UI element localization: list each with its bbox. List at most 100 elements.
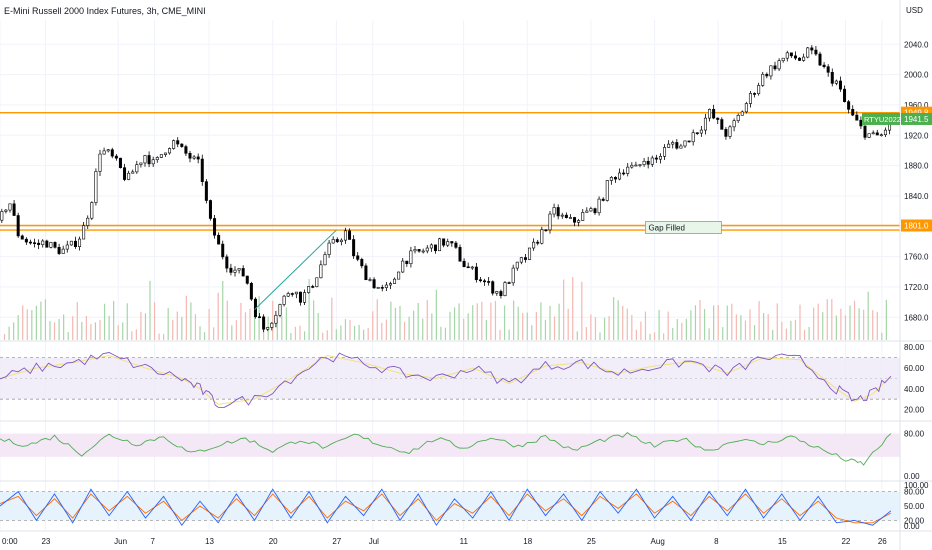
volume-bar <box>490 302 492 340</box>
volume-bar <box>363 329 365 340</box>
annotation-box[interactable] <box>645 221 722 234</box>
volume-bar <box>272 300 274 340</box>
candle-body <box>724 129 728 137</box>
gap-annotation[interactable]: Gap Filled <box>645 221 722 234</box>
volume-bar <box>581 281 583 340</box>
volume-bar <box>485 320 487 340</box>
volume-bar <box>481 301 483 340</box>
volume-bar <box>213 327 215 340</box>
candle-body <box>176 140 180 145</box>
candle-body <box>37 242 41 245</box>
volume-bar <box>440 326 442 340</box>
volume-bar <box>390 301 392 340</box>
candle-body <box>270 322 274 328</box>
stoch-tick-label: 80.00 <box>904 488 925 497</box>
candle-body <box>732 120 736 128</box>
indicator-pane[interactable] <box>0 432 900 466</box>
volume-bar <box>217 292 219 340</box>
volume-bar <box>285 307 287 340</box>
volume-bar <box>367 328 369 340</box>
candle-body <box>568 217 572 219</box>
candle-body <box>429 244 433 249</box>
volume-bar <box>81 321 83 340</box>
candle-body <box>826 66 830 73</box>
volume-bar <box>585 327 587 340</box>
volume-bar <box>549 305 551 340</box>
volume-bar <box>185 295 187 340</box>
candle-body <box>298 291 302 303</box>
candle-body <box>781 57 785 62</box>
candle-body <box>728 126 732 137</box>
volume-bar <box>144 313 147 340</box>
trendline[interactable] <box>254 229 337 311</box>
candle-body <box>372 279 376 289</box>
volume-bar <box>822 312 824 340</box>
volume-bar <box>503 305 506 340</box>
volume-bar <box>122 322 124 340</box>
candle-body <box>315 277 319 287</box>
volume-bar <box>444 327 447 340</box>
level-tag[interactable] <box>901 219 932 232</box>
volume-bar <box>190 302 192 340</box>
volume-bar <box>235 320 237 340</box>
stochastic-pane[interactable] <box>0 488 900 527</box>
candle-body <box>867 133 871 138</box>
candle-body <box>818 53 822 66</box>
candle-body <box>679 145 683 149</box>
volume-bar <box>126 303 128 340</box>
candle-body <box>159 154 163 158</box>
candle-body <box>188 153 192 159</box>
volume-bar <box>226 300 228 340</box>
candle-body <box>364 265 368 281</box>
price-pane[interactable]: Gap Filled <box>0 45 900 340</box>
time-axis[interactable]: 0:00 23 Jun 7 13 20 27 Jul 11 18 25 Aug 8 15 22 26 <box>2 537 887 546</box>
candle-body <box>114 155 118 159</box>
volume-bar <box>381 322 383 340</box>
horizontal-levels[interactable] <box>0 111 900 231</box>
candle-body <box>663 147 667 157</box>
trendline[interactable] <box>254 229 337 311</box>
volume-bar <box>658 309 660 340</box>
candle-body <box>28 241 32 244</box>
candle-body <box>360 259 364 267</box>
ind-tick-label: 0.00 <box>904 472 920 481</box>
volume-bar <box>403 321 406 340</box>
candle-body <box>487 281 491 283</box>
candle-body <box>789 52 793 57</box>
candle-body <box>822 64 826 68</box>
volume-bar <box>222 281 224 340</box>
candle-body <box>0 211 4 221</box>
candle-body <box>507 282 511 284</box>
last-price-tag[interactable] <box>901 112 932 125</box>
volume-bar <box>67 331 69 340</box>
volume-bar <box>703 309 706 340</box>
volume-bar <box>299 325 301 340</box>
price-tick-label: 1680.0 <box>904 313 929 322</box>
price-tick-label: 1840.0 <box>904 192 929 201</box>
volume-bar <box>281 315 283 340</box>
candle-body <box>785 52 789 59</box>
volume-bar <box>685 318 687 340</box>
price-axis[interactable]: 1680.01720.01760.01800.01840.01880.01920… <box>862 40 932 322</box>
candle-body <box>339 239 343 243</box>
volume-bar <box>326 330 328 340</box>
candle-body <box>798 57 802 61</box>
volume-bar <box>799 304 801 340</box>
candle-body <box>343 230 347 241</box>
volume-bar <box>376 299 378 340</box>
candle-body <box>143 155 147 164</box>
rsi-pane[interactable] <box>0 352 900 408</box>
volume-bar <box>817 303 819 340</box>
stoch-tick-label: 100.00 <box>904 481 929 490</box>
candle-body <box>8 203 12 211</box>
volume-bar <box>276 318 278 340</box>
price-tick-label: 1760.0 <box>904 253 929 262</box>
time-tick-label: 23 <box>41 537 50 546</box>
volume-bar <box>663 333 665 340</box>
price-tick-label: 1920.0 <box>904 131 929 140</box>
symbol-tag[interactable] <box>862 112 900 125</box>
volume-bar <box>540 302 542 340</box>
candle-body <box>810 47 814 51</box>
